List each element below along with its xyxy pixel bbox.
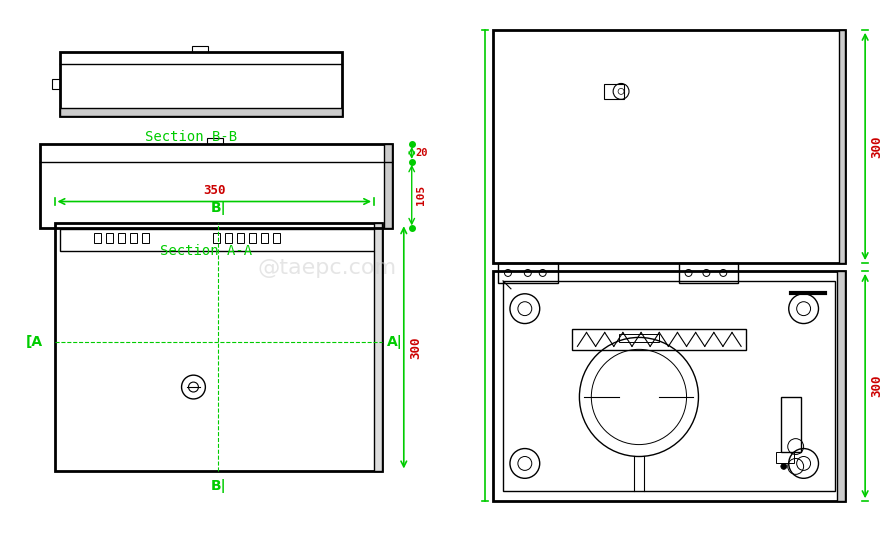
Bar: [59, 229, 377, 251]
Text: @taepc.com: @taepc.com: [258, 258, 397, 278]
Bar: [106, 233, 113, 243]
Bar: [192, 46, 208, 52]
Bar: [237, 233, 244, 243]
Bar: [498, 263, 557, 283]
Bar: [40, 144, 392, 228]
Bar: [384, 144, 392, 228]
Bar: [273, 233, 280, 243]
Bar: [604, 84, 624, 99]
Text: 20: 20: [415, 148, 428, 158]
Bar: [619, 335, 659, 342]
Text: B|: B|: [211, 479, 226, 494]
Bar: [51, 79, 59, 90]
Text: Section B-B: Section B-B: [145, 130, 237, 144]
Bar: [493, 271, 845, 501]
Bar: [94, 233, 101, 243]
Bar: [493, 30, 845, 263]
Bar: [59, 52, 342, 116]
Bar: [130, 233, 137, 243]
Bar: [213, 233, 220, 243]
Text: A|: A|: [387, 335, 403, 350]
Bar: [207, 138, 223, 144]
Bar: [55, 223, 382, 471]
Bar: [678, 263, 738, 283]
Text: 350: 350: [203, 183, 226, 197]
Text: 300: 300: [871, 135, 882, 158]
Bar: [572, 328, 746, 350]
Bar: [59, 108, 342, 116]
Bar: [225, 233, 232, 243]
Bar: [840, 30, 845, 263]
Bar: [374, 223, 382, 471]
Bar: [142, 233, 149, 243]
Circle shape: [781, 463, 787, 470]
Text: 300: 300: [871, 375, 882, 397]
Bar: [261, 233, 268, 243]
Bar: [837, 271, 845, 501]
Text: B|: B|: [211, 201, 226, 215]
Bar: [776, 451, 794, 463]
Bar: [249, 233, 256, 243]
Bar: [503, 281, 835, 491]
Text: 300: 300: [408, 336, 422, 359]
Text: 105: 105: [415, 185, 426, 205]
Bar: [781, 397, 801, 451]
Bar: [118, 233, 125, 243]
Text: [A: [A: [26, 335, 43, 350]
Text: Section A-A: Section A-A: [160, 244, 252, 258]
